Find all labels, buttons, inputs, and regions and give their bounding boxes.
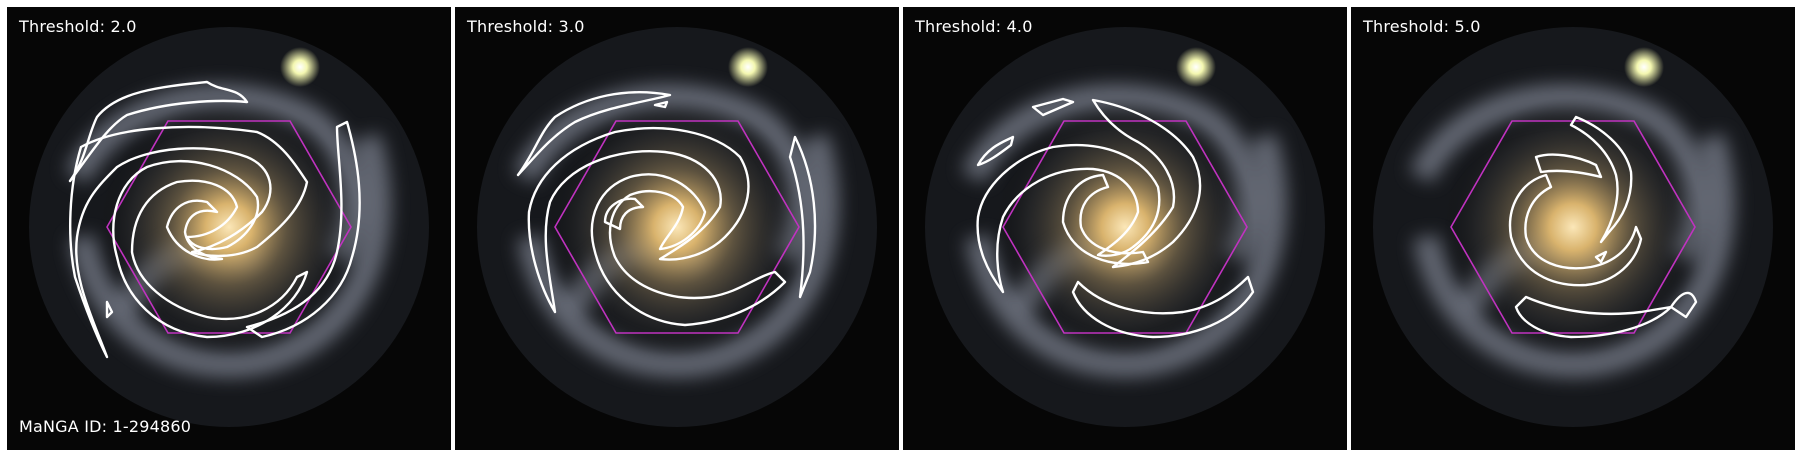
contour-lines bbox=[1508, 115, 1698, 339]
galaxy-image bbox=[903, 7, 1347, 450]
panel-threshold-3: Threshold: 3.0 bbox=[455, 7, 899, 450]
manga-id-label: MaNGA ID: 1-294860 bbox=[19, 417, 192, 436]
panel-threshold-5: Threshold: 5.0 bbox=[1351, 7, 1795, 450]
contour-lines bbox=[976, 97, 1255, 339]
threshold-label: Threshold: 4.0 bbox=[915, 17, 1033, 36]
threshold-label: Threshold: 5.0 bbox=[1363, 17, 1481, 36]
galaxy-image bbox=[455, 7, 899, 450]
galaxy-image bbox=[1351, 7, 1795, 450]
panel-threshold-4: Threshold: 4.0 bbox=[903, 7, 1347, 450]
galaxy-image bbox=[7, 7, 451, 450]
contour-lines bbox=[516, 91, 817, 327]
panel-threshold-2: Threshold: 2.0 MaNGA ID: 1-294860 bbox=[7, 7, 451, 450]
threshold-label: Threshold: 2.0 bbox=[19, 17, 137, 36]
threshold-label: Threshold: 3.0 bbox=[467, 17, 585, 36]
contour-lines bbox=[68, 80, 361, 359]
